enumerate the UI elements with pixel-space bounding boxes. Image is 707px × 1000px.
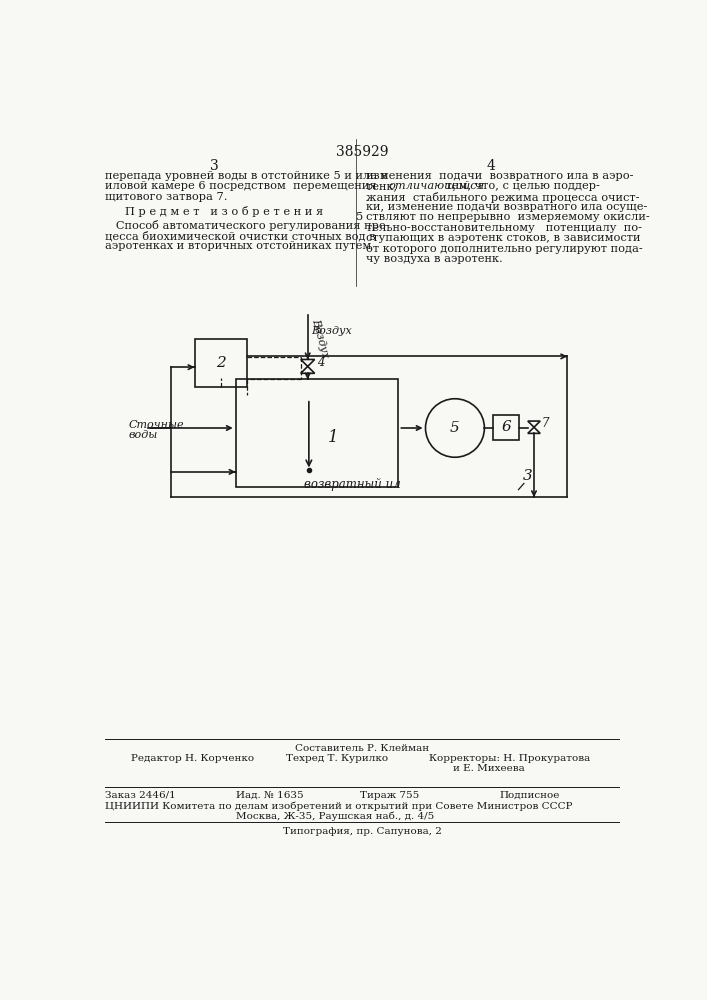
Text: Москва, Ж-35, Раушская наб., д. 4/5: Москва, Ж-35, Раушская наб., д. 4/5 xyxy=(235,811,434,821)
Text: 7: 7 xyxy=(542,417,549,430)
Text: Сточные: Сточные xyxy=(129,420,185,430)
Text: 4: 4 xyxy=(317,356,325,369)
Text: и Е. Михеева: и Е. Михеева xyxy=(452,764,525,773)
Text: Составитель Р. Клейман: Составитель Р. Клейман xyxy=(295,744,429,753)
Text: Иад. № 1635: Иад. № 1635 xyxy=(235,791,303,800)
Text: ки, изменение подачи возвратного ила осуще-: ки, изменение подачи возвратного ила осу… xyxy=(366,202,647,212)
Text: Тираж 755: Тираж 755 xyxy=(360,791,419,800)
Text: тенк,: тенк, xyxy=(366,181,401,191)
Bar xyxy=(194,339,247,387)
Text: 4: 4 xyxy=(487,158,496,172)
Text: ствляют по непрерывно  измеряемому окисли-: ствляют по непрерывно измеряемому окисли… xyxy=(366,212,650,222)
Text: тем, что, с целью поддер-: тем, что, с целью поддер- xyxy=(442,181,600,191)
Text: Подписное: Подписное xyxy=(499,791,559,800)
Text: 3: 3 xyxy=(523,469,532,483)
Text: щитового затвора 7.: щитового затвора 7. xyxy=(105,192,228,202)
Text: тельно-восстановительному   потенциалу  по-: тельно-восстановительному потенциалу по- xyxy=(366,223,642,233)
Text: изменения  подачи  возвратного ила в аэро-: изменения подачи возвратного ила в аэро- xyxy=(366,171,633,181)
Text: 1: 1 xyxy=(328,429,339,446)
Text: 2: 2 xyxy=(216,356,226,370)
Text: ступающих в аэротенк стоков, в зависимости: ступающих в аэротенк стоков, в зависимос… xyxy=(366,233,641,243)
Text: чу воздуха в аэротенк.: чу воздуха в аэротенк. xyxy=(366,254,503,264)
Bar xyxy=(235,379,398,487)
Text: Редактор Н. Корченко: Редактор Н. Корченко xyxy=(131,754,254,763)
Text: 385929: 385929 xyxy=(336,145,388,159)
Text: аэротенках и вторичных отстойниках путем: аэротенках и вторичных отстойниках путем xyxy=(105,241,372,251)
Text: Типография, пр. Сапунова, 2: Типография, пр. Сапунова, 2 xyxy=(283,827,441,836)
Text: Воздух: Воздух xyxy=(310,317,330,359)
Bar xyxy=(493,415,519,440)
Text: перепада уровней воды в отстойнике 5 и ила в: перепада уровней воды в отстойнике 5 и и… xyxy=(105,171,388,181)
Text: иловой камере 6 посредством  перемещения: иловой камере 6 посредством перемещения xyxy=(105,181,377,191)
Text: ЦНИИПИ Комитета по делам изобретений и открытий при Совете Министров СССР: ЦНИИПИ Комитета по делам изобретений и о… xyxy=(105,801,573,811)
Text: П р е д м е т   и з о б р е т е н и я: П р е д м е т и з о б р е т е н и я xyxy=(125,206,323,217)
Text: жания  стабильного режима процесса очист-: жания стабильного режима процесса очист- xyxy=(366,192,639,203)
Text: от которого дополнительно регулируют пода-: от которого дополнительно регулируют под… xyxy=(366,244,643,254)
Text: Техред Т. Курилко: Техред Т. Курилко xyxy=(286,754,388,763)
Text: Корректоры: Н. Прокуратова: Корректоры: Н. Прокуратова xyxy=(429,754,590,763)
Text: возвратный ил: возвратный ил xyxy=(303,478,400,491)
Text: 6: 6 xyxy=(501,420,511,434)
Text: воды: воды xyxy=(129,430,158,440)
Text: отличающийся: отличающийся xyxy=(388,181,484,191)
Text: Способ автоматического регулирования про-: Способ автоматического регулирования про… xyxy=(105,220,390,231)
Text: 5: 5 xyxy=(450,421,460,435)
Text: 3: 3 xyxy=(210,158,219,172)
Text: Воздух: Воздух xyxy=(311,326,351,336)
Text: цесса биохимической очистки сточных вод в: цесса биохимической очистки сточных вод … xyxy=(105,230,376,241)
Text: 5: 5 xyxy=(356,212,363,222)
Text: Заказ 2446/1: Заказ 2446/1 xyxy=(105,791,176,800)
